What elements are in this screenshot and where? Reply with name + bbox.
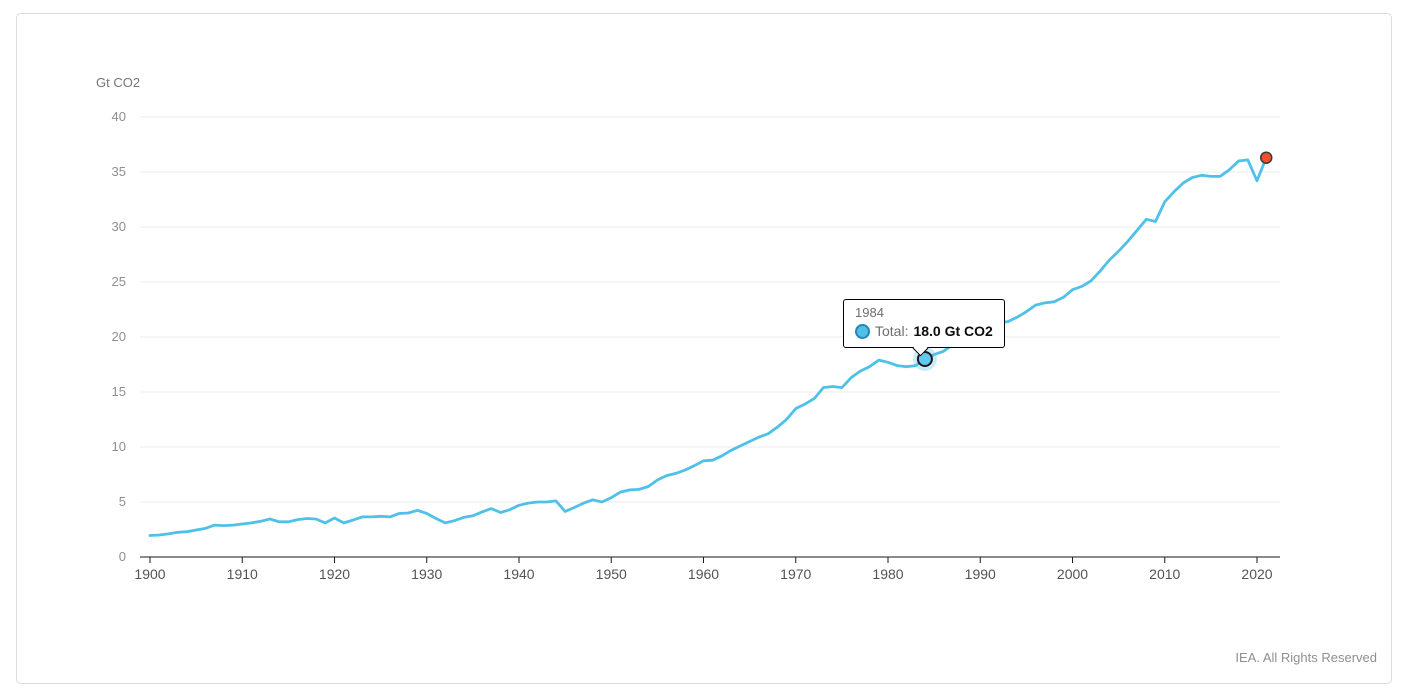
x-tick-label-1910: 1910 <box>227 566 258 582</box>
x-tick-label-1970: 1970 <box>780 566 811 582</box>
x-tick-label-1990: 1990 <box>965 566 996 582</box>
tooltip: 1984 Total: 18.0 Gt CO2 <box>843 299 1005 348</box>
total-emissions-line[interactable] <box>148 156 1268 537</box>
latest-point-2021[interactable] <box>1259 151 1273 164</box>
tooltip-series-row: Total: 18.0 Gt CO2 <box>855 322 993 340</box>
x-tick-label-2020: 2020 <box>1241 566 1272 582</box>
y-tick-label-0: 0 <box>119 549 126 564</box>
y-tick-label-5: 5 <box>119 494 126 509</box>
x-tick-label-2000: 2000 <box>1057 566 1088 582</box>
y-tick-label-30: 30 <box>112 219 126 234</box>
y-tick-label-10: 10 <box>112 439 126 454</box>
x-tick-label-1920: 1920 <box>319 566 350 582</box>
y-axis-unit-label: Gt CO2 <box>96 75 141 90</box>
x-tick-label-1950: 1950 <box>596 566 627 582</box>
x-tick-label-1960: 1960 <box>688 566 719 582</box>
series-marker-icon <box>855 323 870 339</box>
y-tick-label-15: 15 <box>112 384 126 399</box>
y-tick-label-20: 20 <box>112 329 126 344</box>
chart-card <box>16 13 1392 684</box>
copyright-notice: IEA. All Rights Reserved <box>1235 650 1377 665</box>
tooltip-year: 1984 <box>855 305 884 320</box>
highlighted-point-1984[interactable] <box>916 351 933 367</box>
x-tick-label-1940: 1940 <box>503 566 534 582</box>
y-tick-label-25: 25 <box>112 274 126 289</box>
y-tick-label-40: 40 <box>112 109 126 124</box>
tooltip-value: 18.0 Gt CO2 <box>913 323 993 339</box>
tooltip-series-label: Total: <box>875 323 909 339</box>
x-tick-label-1930: 1930 <box>411 566 442 582</box>
x-tick-label-2010: 2010 <box>1149 566 1180 582</box>
x-tick-label-1980: 1980 <box>872 566 903 582</box>
y-tick-label-35: 35 <box>112 164 126 179</box>
x-tick-label-1900: 1900 <box>134 566 165 582</box>
